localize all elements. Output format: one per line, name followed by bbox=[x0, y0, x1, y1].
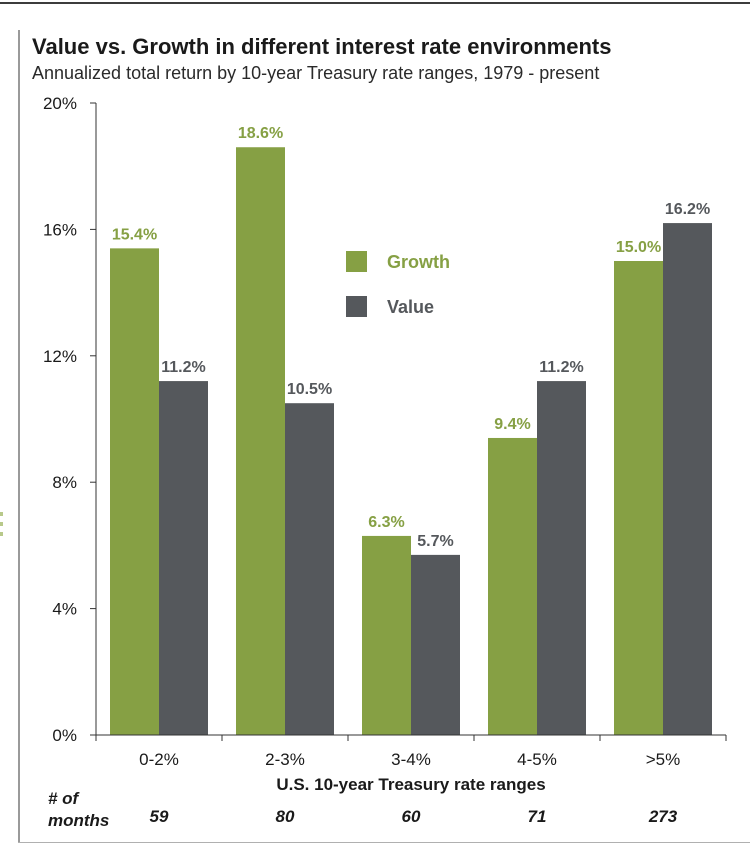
legend-label-growth: Growth bbox=[387, 252, 450, 272]
cropped-edge-mark bbox=[0, 512, 3, 548]
bar-growth bbox=[110, 248, 159, 736]
months-label-line1: # of bbox=[48, 789, 79, 808]
bar-growth bbox=[614, 261, 663, 735]
top-border bbox=[0, 2, 750, 4]
months-value: 60 bbox=[402, 807, 421, 826]
left-border bbox=[18, 30, 20, 842]
data-label-value: 5.7% bbox=[417, 533, 453, 550]
data-label-growth: 9.4% bbox=[494, 416, 530, 433]
y-tick-label: 0% bbox=[52, 726, 77, 745]
data-label-value: 16.2% bbox=[665, 201, 710, 218]
y-tick-label: 16% bbox=[43, 220, 77, 239]
months-label-line2: months bbox=[48, 811, 110, 830]
bar-value bbox=[285, 403, 334, 735]
bar-growth bbox=[236, 147, 285, 736]
bar-value bbox=[159, 381, 208, 735]
x-axis-title: U.S. 10-year Treasury rate ranges bbox=[276, 775, 545, 794]
months-value: 71 bbox=[528, 807, 547, 826]
months-row-label: # of months bbox=[48, 788, 109, 832]
x-tick-label: 3-4% bbox=[391, 750, 431, 769]
data-label-growth: 15.0% bbox=[616, 239, 661, 256]
y-tick-label: 4% bbox=[52, 600, 77, 619]
legend-label-value: Value bbox=[387, 297, 434, 317]
bottom-border bbox=[18, 842, 750, 843]
data-label-growth: 18.6% bbox=[238, 125, 283, 142]
months-value: 273 bbox=[648, 807, 678, 826]
bar-growth bbox=[488, 437, 537, 735]
months-value: 80 bbox=[276, 807, 295, 826]
bar-value bbox=[537, 381, 586, 735]
x-tick-label: 0-2% bbox=[139, 750, 179, 769]
chart-title: Value vs. Growth in different interest r… bbox=[32, 34, 612, 59]
x-tick-label: 2-3% bbox=[265, 750, 305, 769]
y-tick-label: 8% bbox=[52, 473, 77, 492]
data-label-value: 11.2% bbox=[161, 359, 205, 376]
y-tick-label: 12% bbox=[43, 347, 77, 366]
data-label-value: 11.2% bbox=[539, 359, 583, 376]
y-tick-label: 20% bbox=[43, 94, 77, 113]
data-label-value: 10.5% bbox=[287, 381, 332, 398]
legend-swatch-value bbox=[346, 296, 367, 317]
data-label-growth: 15.4% bbox=[112, 226, 157, 243]
data-label-growth: 6.3% bbox=[368, 514, 404, 531]
months-value: 59 bbox=[150, 807, 169, 826]
chart-subtitle: Annualized total return by 10-year Treas… bbox=[32, 63, 600, 83]
bar-value bbox=[663, 223, 712, 735]
bar-growth bbox=[362, 535, 411, 735]
x-tick-label: >5% bbox=[646, 750, 681, 769]
bar-value bbox=[411, 554, 460, 735]
legend-swatch-growth bbox=[346, 251, 367, 272]
x-tick-label: 4-5% bbox=[517, 750, 557, 769]
